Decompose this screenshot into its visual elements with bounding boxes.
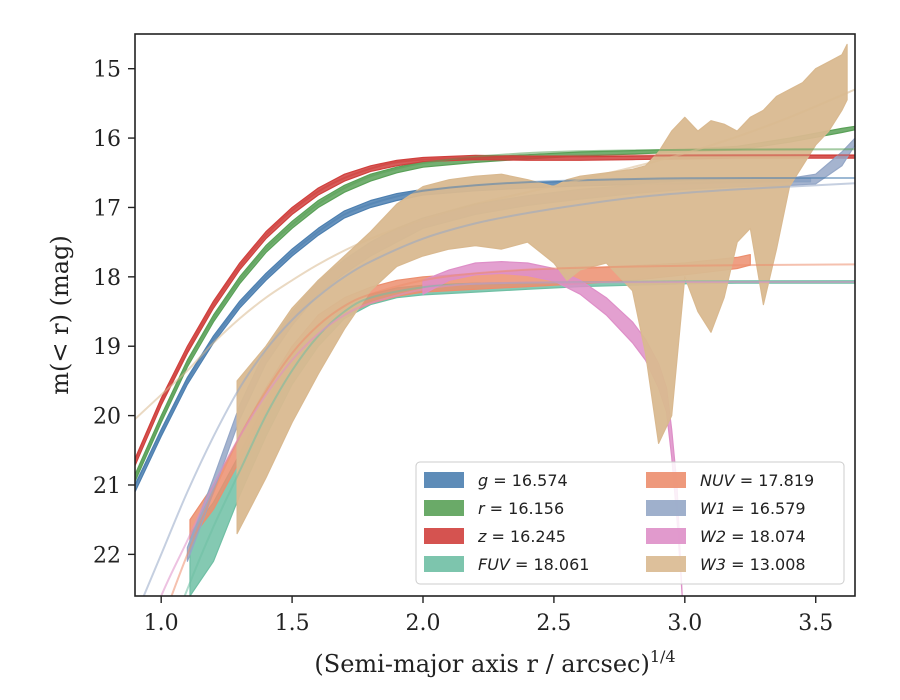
- legend-entry-r: r = 16.156: [424, 499, 564, 518]
- model-line-nuv: [170, 263, 855, 596]
- plot-frame: [134, 33, 856, 597]
- x-tick-label: 1.0: [144, 611, 179, 636]
- legend-label: W2 = 18.074: [700, 527, 806, 546]
- legend-entry-nuv: NUV = 17.819: [646, 471, 814, 490]
- model-line-w1: [142, 182, 855, 596]
- x-axis-label-exponent: 1/4: [650, 647, 676, 666]
- legend-entry-z: z = 16.245: [424, 527, 566, 546]
- legend-entry-fuv: FUV = 18.061: [424, 555, 589, 574]
- legend-label: r = 16.156: [478, 499, 564, 518]
- y-axis-label: m(< r) (mag): [46, 235, 74, 394]
- y-tick-label: 18: [93, 266, 121, 291]
- x-tick-label: 2.0: [406, 611, 441, 636]
- legend-label: W3 = 13.008: [700, 555, 806, 574]
- legend-swatch: [424, 528, 464, 544]
- model-line-z: [135, 154, 855, 462]
- legend-frame: [415, 461, 845, 585]
- y-tick-label: 20: [93, 405, 121, 430]
- y-tick-label: 21: [93, 474, 121, 499]
- legend-entry-w2: W2 = 18.074: [646, 527, 806, 546]
- model-line-layer: [135, 88, 855, 596]
- legend-label: W1 = 16.579: [700, 499, 806, 518]
- legend-swatch: [646, 500, 686, 516]
- band-r: [135, 125, 855, 483]
- x-tick-label: 3.0: [667, 611, 702, 636]
- model-line-w3: [135, 88, 855, 420]
- model-line-r: [135, 148, 855, 479]
- y-axis: 15 16 17 18 19 20 21 22: [93, 58, 135, 568]
- y-tick-label: 19: [93, 335, 121, 360]
- legend-entry-w1: W1 = 16.579: [646, 499, 806, 518]
- legend: g = 16.574 r = 16.156 z = 16.245 FUV = 18.0…: [415, 461, 845, 585]
- x-tick-label: 2.5: [536, 611, 571, 636]
- y-tick-label: 16: [93, 127, 121, 152]
- legend-swatch: [646, 528, 686, 544]
- x-tick-label: 3.5: [798, 611, 833, 636]
- band-z: [135, 154, 855, 467]
- x-tick-label: 1.5: [275, 611, 310, 636]
- y-tick-label: 22: [93, 543, 121, 568]
- legend-entry-w3: W3 = 13.008: [646, 555, 806, 574]
- legend-label: g = 16.574: [478, 471, 568, 490]
- x-axis-label-text: (Semi-major axis r / arcsec): [314, 650, 649, 678]
- legend-label: FUV = 18.061: [478, 555, 589, 574]
- legend-label: NUV = 17.819: [700, 471, 814, 490]
- legend-swatch: [646, 472, 686, 488]
- y-tick-label: 15: [93, 58, 121, 83]
- legend-swatch: [424, 556, 464, 572]
- legend-swatch: [646, 556, 686, 572]
- x-axis: 1.0 1.5 2.0 2.5 3.0 3.5: [144, 596, 833, 636]
- legend-swatch: [424, 500, 464, 516]
- y-tick-label: 17: [93, 196, 121, 221]
- legend-swatch: [424, 472, 464, 488]
- model-line-w2: [160, 280, 855, 596]
- x-axis-label: (Semi-major axis r / arcsec)1/4: [314, 647, 675, 678]
- legend-entry-g: g = 16.574: [424, 471, 568, 490]
- legend-label: z = 16.245: [477, 527, 566, 546]
